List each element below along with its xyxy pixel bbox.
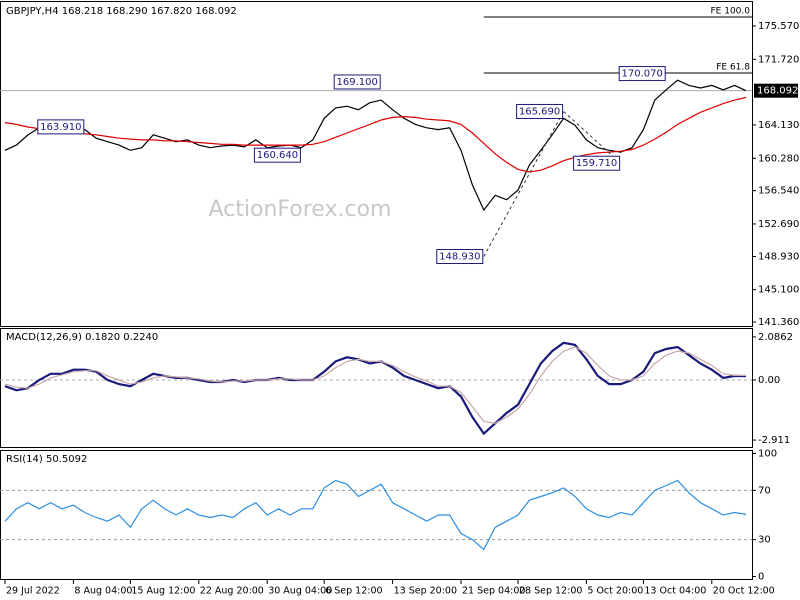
y-tick-label: 175.570 (758, 21, 799, 32)
y-tick-label: 171.720 (758, 54, 799, 65)
price-annotation-box (573, 155, 621, 171)
macd-title: MACD(12,26,9) 0.1820 0.2240 (6, 332, 158, 343)
x-tick-label: 5 Oct 20:00 (587, 586, 643, 597)
x-tick-label: 28 Sep 12:00 (519, 586, 582, 597)
x-tick-label: 21 Sep 04:00 (462, 586, 525, 597)
price-annotation: 169.100 (337, 77, 378, 88)
series-line (4, 346, 746, 424)
y-tick-label: -2.911 (758, 435, 790, 446)
x-tick-label: 13 Sep 20:00 (394, 586, 457, 597)
fe-label: FE 100.0 (711, 7, 751, 17)
price-panel (0, 1, 753, 327)
y-tick-label: 30 (758, 535, 771, 546)
last-price-box (754, 83, 798, 98)
y-tick-label: 156.540 (758, 186, 799, 197)
series-line (4, 479, 747, 551)
x-tick-label: 20 Oct 12:00 (713, 586, 775, 597)
x-tick-label: 8 Aug 04:00 (74, 586, 132, 597)
price-annotation: 159.710 (576, 158, 617, 169)
price-annotation-box (37, 119, 85, 135)
x-tick-label: 30 Aug 04:00 (268, 586, 332, 597)
x-tick-label: 13 Oct 04:00 (644, 586, 706, 597)
x-tick-label: 15 Aug 12:00 (131, 586, 195, 597)
rsi-title: RSI(14) 50.5092 (6, 454, 87, 465)
price-annotation: 160.640 (257, 150, 298, 161)
price-annotation-box (436, 249, 484, 265)
series-line (4, 96, 747, 173)
y-tick-label: 2.0862 (758, 332, 793, 343)
price-annotation: 170.070 (622, 69, 663, 80)
rsi-panel (0, 450, 753, 580)
swing-connector (563, 111, 621, 164)
price-annotation: 163.910 (40, 122, 81, 133)
y-tick-label: 152.690 (758, 219, 799, 230)
y-tick-label: 145.100 (758, 285, 799, 296)
watermark: ActionForex.com (209, 197, 392, 222)
x-tick-label: 29 Jul 2022 (6, 586, 60, 597)
x-tick-label: 22 Aug 20:00 (200, 586, 264, 597)
price-annotation-box (516, 103, 564, 119)
macd-panel (0, 328, 753, 448)
y-tick-label: 70 (758, 485, 771, 496)
y-tick-label: 141.360 (758, 317, 799, 328)
y-tick-label: 0 (758, 572, 764, 583)
price-annotation: 165.690 (519, 106, 560, 117)
series-line (4, 341, 747, 436)
x-tick-label: 6 Sep 12:00 (325, 586, 382, 597)
y-tick-label: 100 (758, 448, 777, 459)
price-annotation-box (618, 66, 666, 82)
fe-label: FE 61.8 (716, 62, 750, 72)
y-tick-label: 160.280 (758, 153, 799, 164)
y-tick-label: 148.930 (758, 252, 799, 263)
price-annotation: 148.930 (439, 252, 480, 263)
last-price-label: 168.092 (757, 86, 798, 97)
y-tick-label: 164.130 (758, 120, 799, 131)
price-annotation-box (333, 74, 381, 90)
price-annotation-box (253, 147, 301, 163)
y-tick-label: 0.00 (758, 375, 780, 386)
price-title: GBPJPY,H4 168.218 168.290 167.820 168.09… (6, 6, 237, 17)
